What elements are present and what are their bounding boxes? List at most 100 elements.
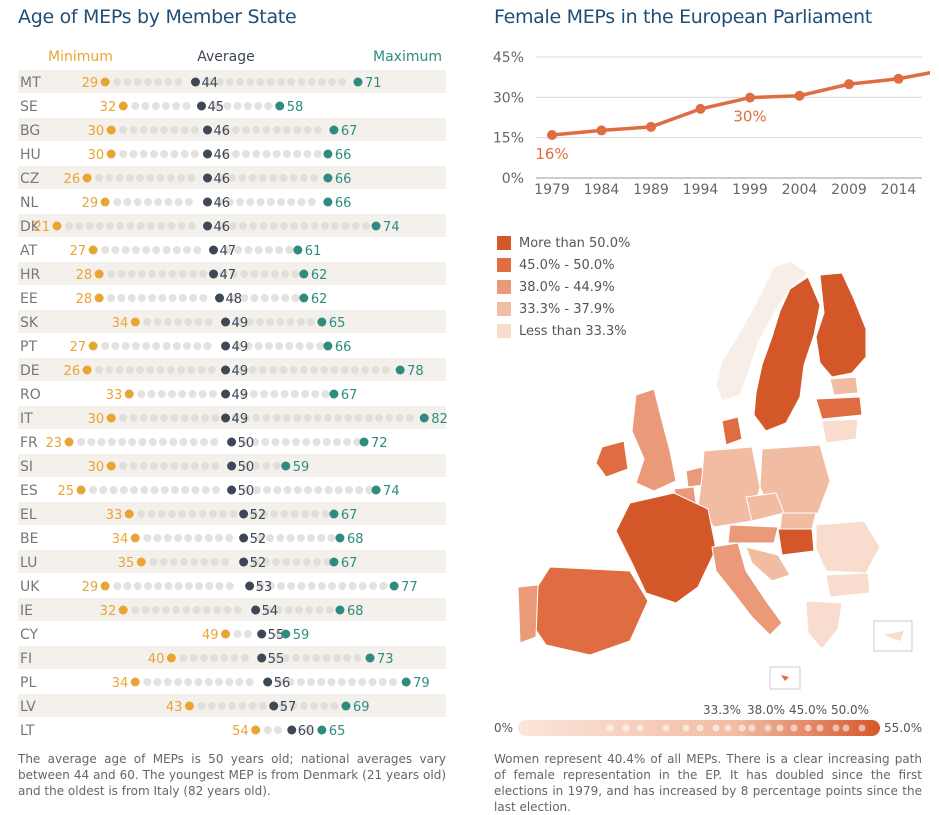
country-label: SE bbox=[20, 99, 38, 115]
mep-dot bbox=[154, 582, 163, 590]
mep-dot bbox=[252, 462, 261, 470]
mep-dot bbox=[201, 486, 210, 494]
max-label: 66 bbox=[335, 172, 352, 187]
mep-dot bbox=[200, 558, 209, 566]
mep-dot bbox=[270, 510, 279, 518]
mep-dot bbox=[242, 414, 251, 422]
mep-dot bbox=[167, 390, 176, 398]
max-label: 74 bbox=[383, 220, 400, 235]
min-label: 30 bbox=[88, 460, 105, 475]
avg-dot bbox=[215, 293, 225, 303]
mep-dot bbox=[228, 702, 237, 710]
min-dot bbox=[130, 317, 140, 327]
max-dot bbox=[335, 605, 345, 615]
y-tick-label: 30% bbox=[493, 90, 524, 106]
mep-dot bbox=[150, 486, 159, 494]
mep-dot bbox=[109, 486, 118, 494]
mep-dot bbox=[65, 222, 74, 230]
mep-dot bbox=[258, 174, 267, 182]
max-label: 72 bbox=[371, 436, 388, 451]
mep-dot bbox=[143, 78, 152, 86]
max-label: 82 bbox=[431, 412, 448, 427]
mep-dot bbox=[180, 462, 189, 470]
mep-dot bbox=[271, 438, 280, 446]
header-minimum: Minimum bbox=[48, 49, 113, 65]
mep-dot bbox=[147, 510, 156, 518]
min-label: 32 bbox=[100, 604, 117, 619]
mep-dot bbox=[174, 78, 183, 86]
map-slovakia bbox=[779, 512, 817, 530]
mep-dot bbox=[264, 342, 273, 350]
country-label: DK bbox=[20, 219, 41, 235]
mep-dot bbox=[282, 150, 291, 158]
mep-dot bbox=[315, 606, 324, 614]
country-label: FI bbox=[20, 651, 32, 667]
mep-dot bbox=[405, 414, 414, 422]
mep-dot bbox=[153, 318, 162, 326]
mep-dot bbox=[381, 366, 390, 374]
mep-dot bbox=[146, 366, 155, 374]
mep-dot bbox=[274, 606, 283, 614]
mep-dot bbox=[263, 486, 272, 494]
mep-dot bbox=[136, 366, 145, 374]
country-label: IT bbox=[20, 411, 33, 427]
mep-dot bbox=[143, 582, 152, 590]
mep-dot bbox=[245, 318, 254, 326]
scale-dot bbox=[712, 724, 720, 732]
mep-dot bbox=[164, 582, 173, 590]
mep-dot bbox=[123, 582, 132, 590]
mep-dot bbox=[180, 558, 189, 566]
country-label: IE bbox=[20, 603, 33, 619]
scale-dot bbox=[804, 724, 812, 732]
mep-dot bbox=[160, 150, 169, 158]
mep-dot bbox=[235, 678, 244, 686]
mep-dot bbox=[161, 102, 170, 110]
avg-dot bbox=[209, 245, 219, 255]
avg-dot bbox=[203, 149, 212, 159]
mep-dot bbox=[239, 390, 248, 398]
mep-dot bbox=[248, 174, 257, 182]
avg-dot bbox=[227, 461, 237, 471]
mep-dot bbox=[189, 294, 198, 302]
mep-dot bbox=[179, 438, 188, 446]
min-dot bbox=[251, 725, 261, 735]
legend-item: Less than 33.3% bbox=[497, 320, 630, 342]
min-dot bbox=[82, 173, 92, 183]
mep-dot bbox=[214, 678, 223, 686]
mep-dot bbox=[353, 654, 362, 662]
mep-dot bbox=[125, 174, 134, 182]
mep-dot bbox=[236, 198, 245, 206]
mep-dot bbox=[244, 246, 253, 254]
mep-dot bbox=[152, 246, 161, 254]
mep-dot bbox=[85, 222, 94, 230]
mep-dot bbox=[320, 366, 329, 374]
max-label: 66 bbox=[335, 196, 352, 211]
mep-dot bbox=[166, 174, 175, 182]
avg-dot bbox=[239, 557, 249, 567]
mep-dot bbox=[130, 486, 139, 494]
mep-dot bbox=[163, 534, 172, 542]
mep-dot bbox=[261, 558, 270, 566]
mep-dot bbox=[297, 78, 306, 86]
mep-dot bbox=[198, 390, 207, 398]
mep-dot bbox=[290, 390, 299, 398]
max-dot bbox=[323, 341, 333, 351]
country-label: UK bbox=[20, 579, 40, 595]
country-label: RO bbox=[20, 387, 41, 403]
mep-dot bbox=[178, 390, 187, 398]
mep-dot bbox=[160, 462, 169, 470]
mep-dot bbox=[174, 678, 183, 686]
mep-dot bbox=[266, 198, 275, 206]
mep-dot bbox=[178, 510, 187, 518]
mep-dot bbox=[239, 222, 248, 230]
mep-dot bbox=[351, 222, 360, 230]
mep-dot bbox=[379, 582, 388, 590]
x-tick-label: 1994 bbox=[683, 182, 719, 198]
max-dot bbox=[335, 533, 345, 543]
data-label: 30% bbox=[733, 108, 766, 126]
mep-dot bbox=[119, 150, 128, 158]
mep-dot bbox=[188, 390, 197, 398]
mep-dot bbox=[164, 198, 173, 206]
mep-dot bbox=[361, 222, 370, 230]
mep-dot bbox=[332, 438, 341, 446]
